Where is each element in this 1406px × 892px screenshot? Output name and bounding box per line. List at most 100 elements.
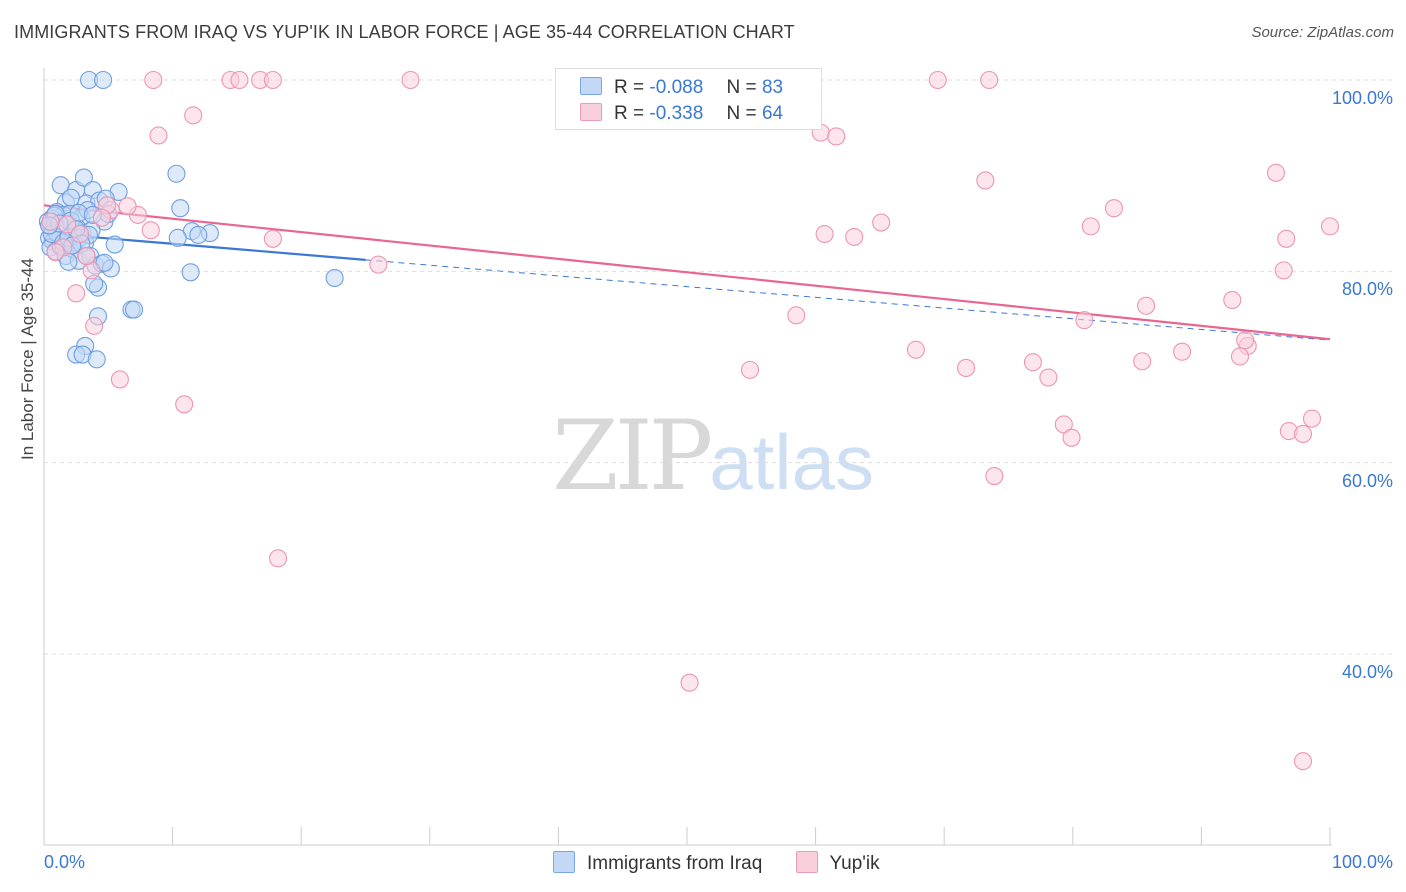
point-yupik [369, 255, 388, 274]
data-points [38, 70, 1340, 771]
point-iraq [94, 70, 113, 90]
correlation-legend: R = -0.088 N = 83 R = -0.338 N = 64 [555, 68, 822, 130]
point-yupik [1293, 424, 1313, 444]
series-legend: Immigrants from Iraq Yup'ik [553, 851, 908, 875]
trend-line-yupik [43, 204, 1331, 341]
point-yupik [1054, 415, 1073, 434]
point-yupik [1062, 428, 1081, 447]
grid-lines [44, 79, 1392, 655]
point-yupik [1236, 331, 1255, 350]
point-yupik [175, 395, 194, 414]
y-axis-label: In Labor Force | Age 35-44 [18, 258, 37, 460]
point-yupik [70, 224, 90, 244]
point-iraq [171, 199, 190, 218]
axes [43, 68, 1332, 846]
point-yupik [92, 208, 111, 227]
watermark-atlas: atlas [709, 418, 874, 506]
point-yupik [149, 126, 168, 145]
legend-pink-n-value: 64 [761, 103, 784, 124]
legend-swatch-blue [580, 77, 602, 95]
point-yupik [1104, 199, 1124, 218]
point-yupik [976, 171, 995, 190]
point-yupik [985, 467, 1004, 486]
point-yupik [141, 221, 160, 240]
legend-item-yupik[interactable]: Yup'ik [795, 851, 880, 875]
point-yupik [827, 127, 846, 146]
point-yupik [269, 549, 288, 568]
y-tick-label: 40.0% [1341, 662, 1393, 682]
legend-pink-n-label: N = [726, 103, 757, 124]
point-iraq [74, 168, 93, 187]
point-iraq [105, 235, 124, 254]
legend-row-blue: R = -0.088 N = 83 [580, 77, 783, 99]
point-yupik [1274, 261, 1293, 280]
point-iraq [87, 350, 106, 369]
legend-item-iraq[interactable]: Immigrants from Iraq [553, 851, 762, 875]
legend-row-pink: R = -0.338 N = 64 [580, 103, 783, 125]
point-yupik [815, 224, 834, 244]
point-yupik [872, 213, 891, 232]
point-yupik [67, 284, 86, 303]
point-yupik [1230, 347, 1250, 366]
point-iraq [167, 164, 186, 183]
point-yupik [1277, 229, 1296, 248]
point-yupik [263, 229, 282, 248]
legend-blue-r-value: -0.088 [649, 77, 704, 98]
trend-lines [43, 204, 1331, 341]
legend-swatch-yupik [795, 851, 818, 873]
point-yupik [46, 243, 65, 262]
legend-swatch-iraq [553, 851, 575, 873]
point-iraq [124, 300, 144, 319]
point-yupik [1137, 296, 1156, 315]
point-iraq [189, 225, 208, 245]
legend-swatch-pink [580, 103, 602, 121]
point-yupik [906, 340, 925, 359]
legend-label-iraq: Immigrants from Iraq [587, 853, 763, 874]
legend-pink-r-value: -0.338 [649, 103, 704, 124]
legend-blue-n-label: N = [726, 77, 757, 98]
point-yupik [230, 70, 249, 90]
point-iraq [325, 268, 344, 288]
point-yupik [1173, 342, 1192, 361]
point-yupik [1039, 368, 1058, 387]
point-yupik [1320, 217, 1340, 236]
point-yupik [1223, 290, 1242, 310]
point-yupik [680, 673, 699, 692]
point-yupik [144, 70, 163, 90]
watermark: ZIPatlas [552, 400, 874, 512]
point-yupik [1133, 352, 1152, 371]
y-tick-label: 60.0% [1341, 470, 1393, 491]
trend-line-iraq-extension [365, 259, 1331, 341]
y-tick-label: 80.0% [1341, 279, 1393, 300]
chart-title: IMMIGRANTS FROM IRAQ VS YUP'IK IN LABOR … [14, 22, 795, 42]
source-label[interactable]: Source: ZipAtlas.com [1251, 24, 1394, 41]
watermark-zip: ZIP [552, 400, 713, 512]
point-yupik [1293, 752, 1313, 771]
point-yupik [928, 70, 947, 90]
point-yupik [1075, 311, 1094, 330]
point-yupik [41, 212, 60, 231]
point-yupik [77, 246, 96, 266]
point-yupik [1081, 217, 1100, 236]
legend-blue-r-label: R = [614, 77, 645, 98]
point-yupik [184, 106, 203, 125]
x-tick-label: 0.0% [44, 852, 86, 872]
point-yupik [1023, 353, 1042, 372]
point-yupik [740, 360, 760, 379]
point-yupik [1302, 409, 1322, 428]
point-iraq [181, 263, 200, 282]
point-yupik [85, 316, 104, 335]
legend-label-yupik: Yup'ik [829, 853, 880, 874]
point-yupik [845, 227, 864, 246]
point-yupik [401, 70, 420, 90]
point-yupik [957, 358, 976, 378]
y-tick-label: 100.0% [1331, 88, 1393, 108]
point-iraq [168, 228, 187, 247]
point-yupik [980, 70, 999, 90]
point-yupik [787, 306, 806, 325]
legend-blue-n-value: 83 [761, 77, 784, 98]
point-yupik [118, 197, 137, 216]
point-yupik [1266, 163, 1286, 182]
point-iraq [61, 188, 81, 207]
